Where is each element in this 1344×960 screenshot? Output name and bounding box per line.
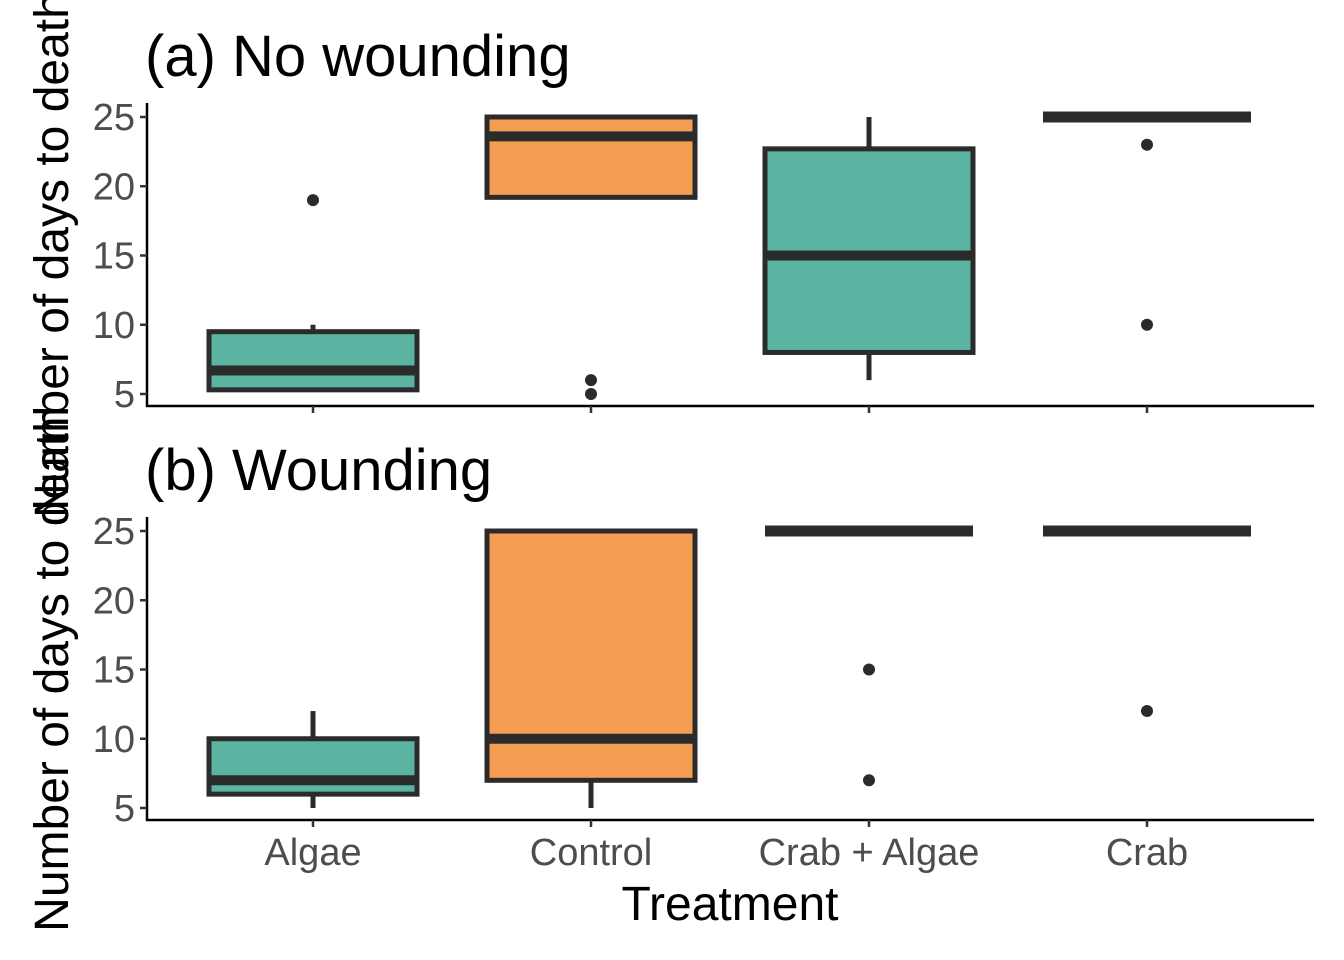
x-tick-label-crab-algae: Crab + Algae (759, 832, 980, 874)
x-tick-label-algae: Algae (264, 832, 361, 874)
y-tick-label: 25 (93, 97, 135, 139)
box-body (206, 736, 420, 797)
outlier-point (863, 663, 875, 676)
y-axis-title-top: Number of days to death (26, 0, 79, 518)
y-tick-label: 20 (93, 166, 135, 208)
outlier-point (585, 374, 597, 387)
box-algae (206, 194, 420, 393)
y-tick-label: 25 (93, 511, 135, 553)
box-crab (1043, 111, 1251, 331)
panel-title: (a) No wounding (145, 24, 571, 89)
outlier-point (863, 774, 875, 787)
box-control (484, 528, 698, 808)
box-crab-algae (762, 117, 976, 381)
y-tick-label: 5 (114, 788, 135, 830)
box-algae (206, 711, 420, 808)
outlier-point (1141, 318, 1153, 331)
outlier-point (1141, 138, 1153, 151)
y-tick-label: 20 (93, 580, 135, 622)
y-tick-label: 15 (93, 650, 135, 692)
x-tick-label-control: Control (530, 832, 653, 874)
outlier-point (585, 388, 597, 400)
x-tick-label-crab: Crab (1106, 832, 1188, 874)
box-crab-algae (765, 525, 973, 787)
box-body (206, 329, 420, 393)
y-tick-label: 15 (93, 236, 135, 278)
x-axis-title: Treatment (622, 878, 839, 931)
y-tick-label: 10 (93, 305, 135, 347)
outlier-point (1141, 705, 1153, 718)
y-tick-label: 5 (114, 374, 135, 416)
outlier-point (307, 194, 319, 207)
panel-b: (b) Wounding 5 10 15 20 25 (93, 438, 1314, 830)
panel-a: (a) No wounding 5 10 15 20 25 (93, 24, 1314, 416)
box-crab (1043, 525, 1251, 718)
y-tick-label: 10 (93, 719, 135, 761)
y-axis-title-bottom: Number of days to death (26, 406, 79, 932)
panel-title: (b) Wounding (145, 438, 492, 503)
box-body (484, 114, 698, 200)
box-control (484, 114, 698, 400)
